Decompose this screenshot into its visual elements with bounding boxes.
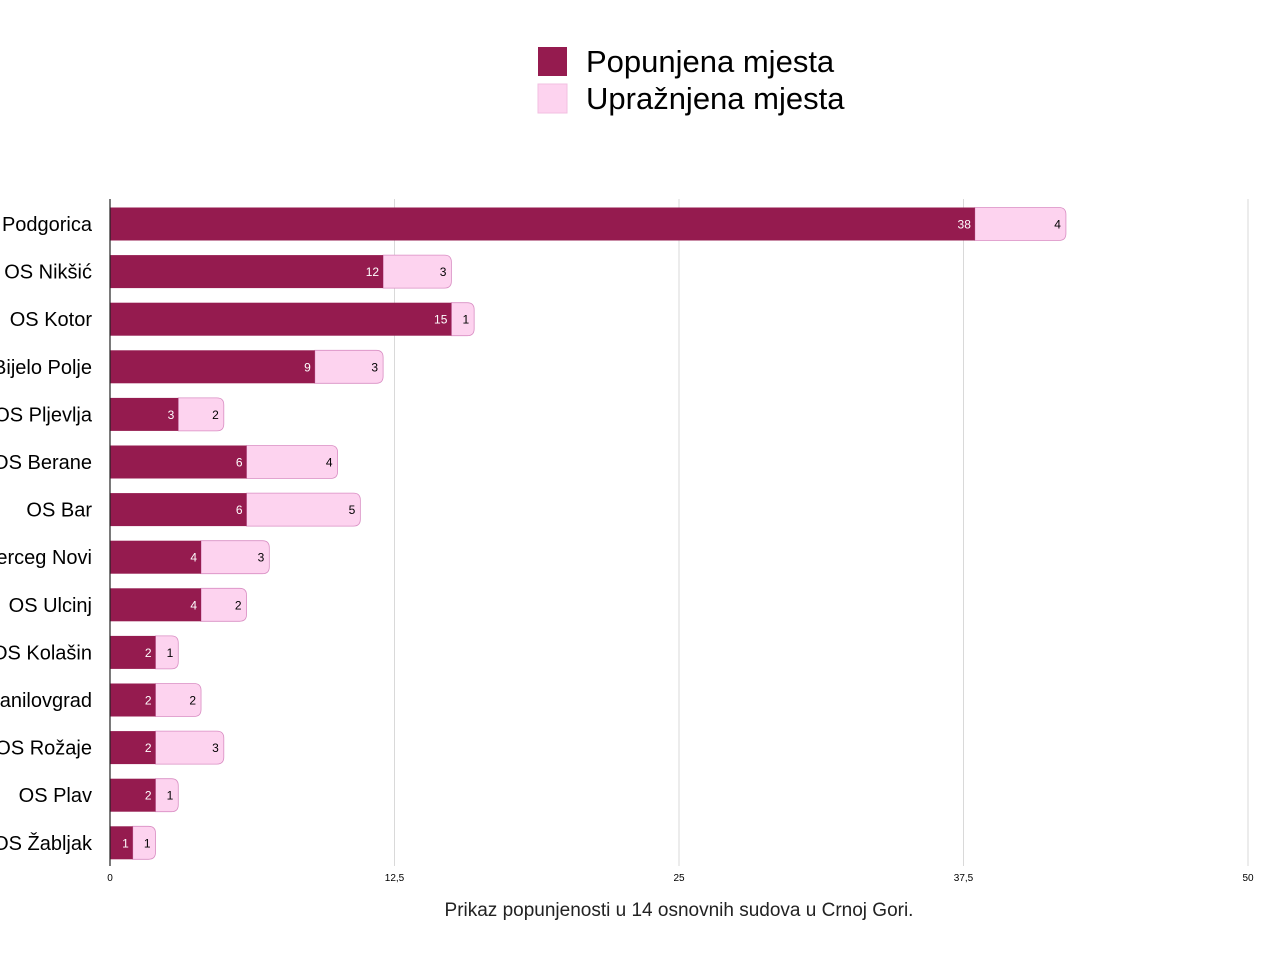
bar-segment-vacant <box>132 825 156 860</box>
data-label-vacant: 5 <box>349 503 356 517</box>
data-label-vacant: 2 <box>235 598 242 612</box>
bar-segment-filled <box>110 302 452 336</box>
category-label: OS Kolašin <box>0 642 92 664</box>
bar-segment-vacant <box>155 635 179 670</box>
data-label-vacant: 1 <box>167 646 174 660</box>
data-label-vacant: 3 <box>212 741 219 755</box>
data-label-vacant: 3 <box>258 551 265 565</box>
category-label: OS Herceg Novi <box>0 547 92 569</box>
category-label: OS Podgorica <box>0 214 93 236</box>
bars: 38 412 315 19 33 26 46 54 34 22 12 22 32 11 1 <box>110 207 1067 860</box>
bar-segment-vacant <box>155 730 225 765</box>
data-label-vacant: 4 <box>326 456 333 470</box>
data-label-vacant: 2 <box>189 694 196 708</box>
data-label-filled: 3 <box>168 408 175 422</box>
x-tick-label: 12,5 <box>385 873 405 884</box>
bar-segment-filled <box>110 826 133 860</box>
data-label-vacant: 3 <box>440 265 447 279</box>
bar-segment-filled <box>110 540 202 574</box>
bar-segment-filled <box>110 683 156 717</box>
x-tick-label: 0 <box>107 873 113 884</box>
bar-segment-vacant <box>200 587 247 622</box>
bar-segment-vacant <box>451 302 475 337</box>
bar-segment-vacant <box>155 683 202 717</box>
bar-segment-filled <box>110 635 156 669</box>
bar-segment-vacant <box>974 207 1067 241</box>
bar-segment-filled <box>110 493 247 527</box>
bar-segment-vacant <box>314 349 384 384</box>
bar-segment-vacant <box>246 445 338 479</box>
data-label-filled: 6 <box>236 456 243 470</box>
chart-caption: Prikaz popunjenosti u 14 osnovnih sudova… <box>445 900 914 921</box>
category-label: OS Berane <box>0 452 92 474</box>
category-label: OS Rožaje <box>0 738 92 760</box>
category-label: OS Ulcinj <box>9 595 92 617</box>
data-label-vacant: 3 <box>371 360 378 374</box>
data-label-vacant: 1 <box>462 313 469 327</box>
bar-segment-filled <box>110 350 315 384</box>
bar-segment-vacant <box>200 540 270 575</box>
category-label: OS Žabljak <box>0 832 93 855</box>
bar-segment-filled <box>110 588 202 622</box>
bar-segment-filled <box>110 397 179 431</box>
data-label-vacant: 4 <box>1054 218 1061 232</box>
data-label-vacant: 1 <box>144 836 151 850</box>
category-label: OS Pljevlja <box>0 404 93 426</box>
data-label-vacant: 1 <box>167 789 174 803</box>
data-label-filled: 2 <box>145 694 152 708</box>
bar-segment-filled <box>110 778 156 812</box>
data-label-filled: 2 <box>145 646 152 660</box>
data-label-filled: 1 <box>122 836 129 850</box>
bar-segment-vacant <box>155 778 179 813</box>
legend-swatch-1 <box>538 47 567 76</box>
legend-label-1: Popunjena mjesta <box>586 44 835 79</box>
grid <box>394 199 1249 866</box>
x-tick-label: 50 <box>1242 873 1254 884</box>
category-label: OS Bar <box>26 500 92 522</box>
category-label: OS Plav <box>19 785 92 807</box>
bar-segment-vacant <box>177 397 225 432</box>
bar-segment-vacant <box>382 254 452 289</box>
data-label-filled: 15 <box>434 313 448 327</box>
category-label: OS Kotor <box>10 309 93 331</box>
x-tick-label: 37,5 <box>954 873 974 884</box>
data-label-filled: 6 <box>236 503 243 517</box>
bar-segment-filled <box>110 255 384 289</box>
data-label-filled: 4 <box>190 551 197 565</box>
category-label: OS Bijelo Polje <box>0 357 92 379</box>
bar-segment-filled <box>110 731 156 765</box>
data-label-filled: 38 <box>958 218 972 232</box>
data-label-filled: 2 <box>145 741 152 755</box>
legend-label-2: Upražnjena mjesta <box>586 81 845 116</box>
bar-segment-filled <box>110 445 247 479</box>
data-label-filled: 9 <box>304 360 311 374</box>
data-label-vacant: 2 <box>212 408 219 422</box>
data-label-filled: 4 <box>190 598 197 612</box>
category-label: OS Danilovgrad <box>0 690 92 712</box>
bar-segment-filled <box>110 207 975 241</box>
data-label-filled: 2 <box>145 789 152 803</box>
x-tick-label: 25 <box>673 873 685 884</box>
bar-segment-vacant <box>246 492 361 527</box>
legend-swatch-2 <box>537 83 568 114</box>
data-label-filled: 12 <box>366 265 380 279</box>
category-label: OS Nikšić <box>4 262 92 284</box>
